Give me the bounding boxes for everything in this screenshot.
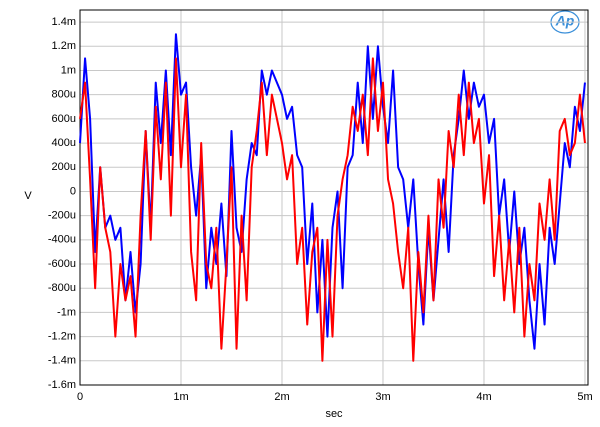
y-tick-label: 1m xyxy=(61,64,76,76)
series-line xyxy=(79,33,586,350)
y-tick-label: -1.2m xyxy=(48,331,76,343)
y-tick-label: -800u xyxy=(48,282,76,294)
x-tick-label: 1m xyxy=(173,391,188,403)
y-tick-label: -600u xyxy=(48,258,76,270)
y-tick-label: -200u xyxy=(48,210,76,222)
x-tick-label: 2m xyxy=(274,391,289,403)
y-tick-label: -1.6m xyxy=(48,379,76,391)
x-axis-label: sec xyxy=(325,408,343,420)
y-tick-label: -1.4m xyxy=(48,355,76,367)
y-axis-label: V xyxy=(24,190,32,202)
y-tick-label: 1.4m xyxy=(52,16,76,28)
y-tick-label: 0 xyxy=(70,185,76,197)
y-tick-label: 800u xyxy=(52,89,76,101)
plot-frame xyxy=(79,9,589,386)
y-tick-label: -1m xyxy=(57,306,76,318)
y-tick-label: 200u xyxy=(52,161,76,173)
x-tick-label: 3m xyxy=(375,391,390,403)
y-tick-label: 1.2m xyxy=(52,40,76,52)
x-tick-label: 4m xyxy=(476,391,491,403)
x-tick-label: 0 xyxy=(77,391,83,403)
logo: Ap xyxy=(555,13,575,29)
y-tick-label: 600u xyxy=(52,113,76,125)
y-tick-label: 400u xyxy=(52,137,76,149)
y-tick-label: -400u xyxy=(48,234,76,246)
series-line xyxy=(79,57,586,362)
x-tick-label: 5m xyxy=(577,391,592,403)
